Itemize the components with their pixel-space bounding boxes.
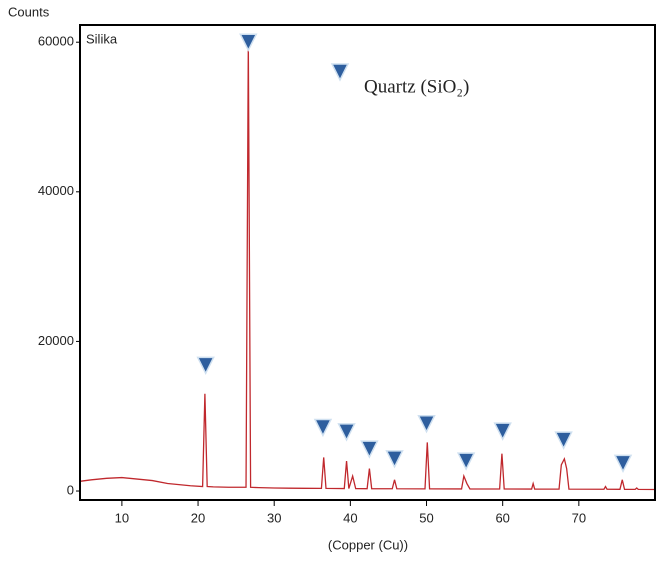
peak-marker (360, 440, 379, 459)
x-tick-label: 40 (343, 510, 357, 525)
plot-frame (79, 24, 656, 501)
y-tick-label: 60000 (38, 34, 74, 49)
y-axis-label: Counts (8, 4, 50, 19)
y-tick-label: 20000 (38, 333, 74, 348)
y-tick-label: 40000 (38, 183, 74, 198)
peak-marker (239, 33, 258, 52)
series-label: Silika (86, 31, 118, 46)
peak-marker (313, 418, 333, 438)
peak-marker (613, 454, 633, 474)
peak-marker (554, 431, 573, 450)
y-tick-label: 0 (67, 482, 74, 497)
data-line (79, 42, 656, 491)
legend-label: Quartz (SiO₂) (364, 76, 469, 97)
x-tick-label: 20 (191, 510, 205, 525)
legend-marker (330, 63, 350, 82)
peak-marker (456, 452, 476, 471)
peak-marker (196, 356, 215, 376)
peak-marker (417, 414, 436, 434)
x-axis-label: (Copper (Cu)) (328, 537, 408, 552)
peak-marker (493, 422, 512, 441)
peak-marker (385, 450, 404, 469)
x-tick-label: 10 (115, 510, 129, 525)
x-tick-label: 30 (267, 510, 281, 525)
x-tick-label: 70 (572, 510, 586, 525)
peak-marker (337, 423, 356, 442)
x-tick-label: 60 (495, 510, 509, 525)
x-tick-label: 50 (419, 510, 433, 525)
